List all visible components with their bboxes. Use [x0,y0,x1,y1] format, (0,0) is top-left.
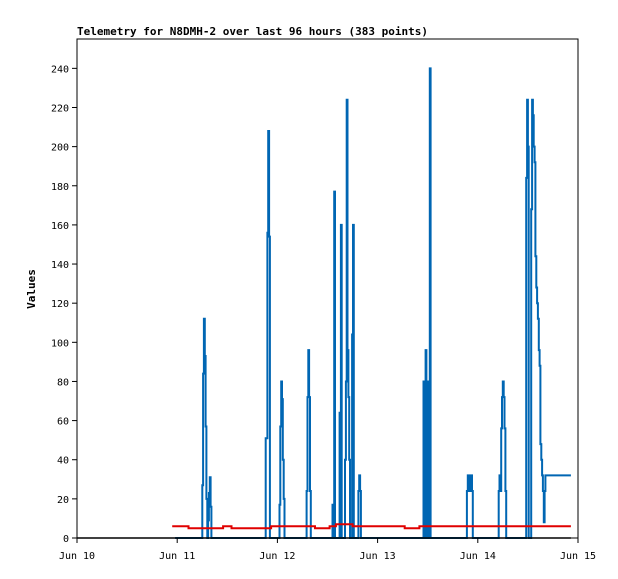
series-line-0 [175,67,571,539]
series-line-1 [172,523,571,530]
y-tick-label: 40 [57,456,69,467]
y-tick-label: 140 [51,260,69,271]
series-layer [77,67,571,539]
x-tick-label: Jun 15 [560,551,596,562]
y-tick-label: 20 [57,495,69,506]
y-tick-label: 160 [51,221,69,232]
x-tick-label: Jun 11 [159,551,195,562]
y-tick-label: 240 [51,64,69,75]
x-tick-label: Jun 14 [460,551,496,562]
y-tick-label: 120 [51,299,69,310]
chart-title: Telemetry for N8DMH-2 over last 96 hours… [77,25,428,38]
y-tick-label: 0 [63,534,69,545]
y-tick-label: 200 [51,143,69,154]
series-0 [175,67,571,539]
y-axis: 0 20 40 60 80 100 120 140 160 180 200 220 240 [51,64,77,545]
y-tick-label: 220 [51,103,69,114]
x-axis: Jun 10 Jun 11 Jun 12 Jun 13 Jun 14 Jun 15 [59,538,596,562]
series-1 [172,523,571,530]
x-tick-label: Jun 12 [259,551,295,562]
x-tick-label: Jun 10 [59,551,95,562]
y-axis-label: Values [25,269,38,309]
x-tick-label: Jun 13 [360,551,396,562]
y-tick-label: 60 [57,417,69,428]
y-tick-label: 180 [51,182,69,193]
y-tick-label: 80 [57,377,69,388]
y-tick-label: 100 [51,338,69,349]
